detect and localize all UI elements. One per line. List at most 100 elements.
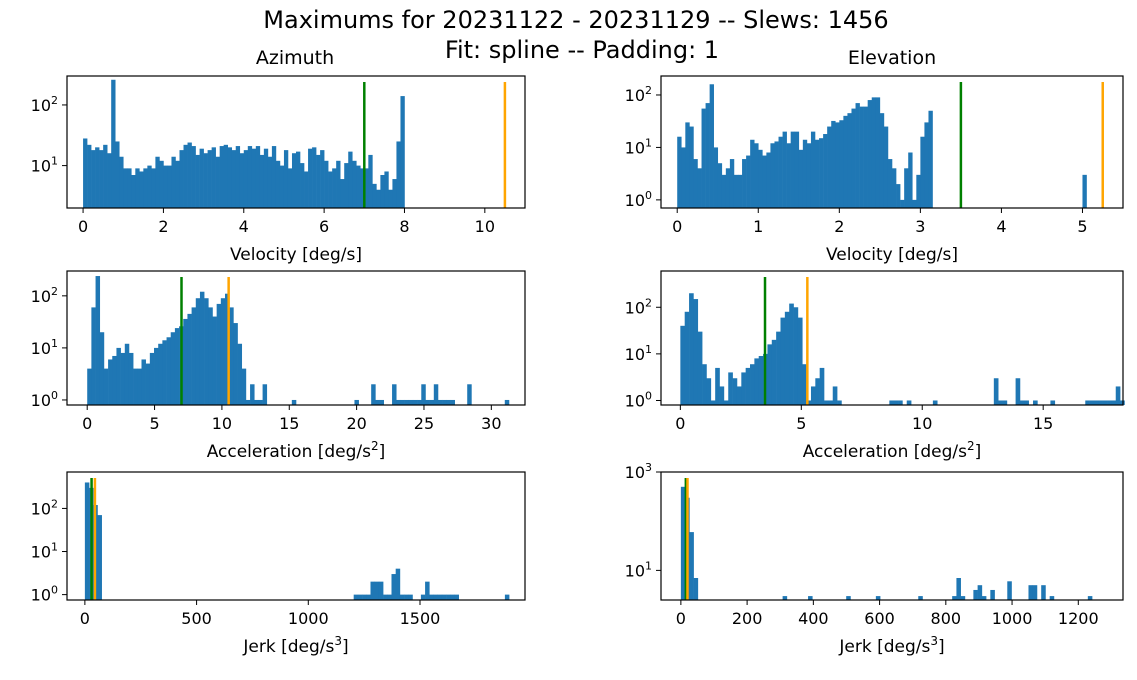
az-velocity-bar <box>223 144 228 208</box>
az-acceleration-bar <box>170 332 176 405</box>
el-velocity-bar <box>721 174 727 208</box>
az-jerk-xtick-label: 1000 <box>288 609 329 628</box>
el-jerk-bar <box>1087 596 1093 600</box>
el-velocity-bar <box>831 120 836 208</box>
az-velocity-bar <box>291 153 297 208</box>
el-acceleration-bar <box>1050 400 1056 405</box>
el-acceleration-bar <box>723 400 729 405</box>
el-acceleration-bar <box>932 400 938 405</box>
az-acceleration-xtick-label: 20 <box>346 414 366 433</box>
el-acceleration-bar <box>780 317 786 405</box>
az-acceleration-bar <box>183 318 188 405</box>
az-velocity-bar <box>388 189 393 208</box>
el-velocity-bar <box>685 122 690 208</box>
az-acceleration-bar <box>108 359 113 405</box>
el-acceleration-ytick-label: 101 <box>625 343 652 364</box>
el-jerk-xlabel: Jerk [deg/s3] <box>838 634 944 657</box>
el-acceleration-bar <box>750 364 755 405</box>
el-acceleration-bar <box>1102 400 1108 405</box>
az-acceleration-bar <box>412 399 418 405</box>
el-jerk-xtick-label: 1000 <box>992 609 1033 628</box>
el-acceleration-bar <box>1098 400 1103 405</box>
el-velocity-bar <box>920 136 925 208</box>
el-acceleration-bar <box>906 400 912 405</box>
el-acceleration-bar <box>998 400 1003 405</box>
az-acceleration-bar <box>254 399 259 405</box>
az-velocity-bar <box>195 154 200 208</box>
az-acceleration-bar <box>204 298 209 405</box>
el-velocity-bar <box>867 100 873 208</box>
el-velocity-bar <box>806 143 812 208</box>
az-velocity-bar <box>127 168 132 208</box>
el-jerk-xtick-label: 200 <box>732 609 763 628</box>
az-acceleration-xtick-label: 5 <box>149 414 159 433</box>
az-velocity-bar <box>283 150 289 208</box>
el-jerk-bar <box>846 596 851 600</box>
az-acceleration-ytick-label: 101 <box>31 337 58 358</box>
az-acceleration-bar <box>421 384 426 405</box>
az-acceleration-bar <box>229 307 234 405</box>
figure-title-line2: Fit: spline -- Padding: 1 <box>445 36 719 64</box>
el-acceleration-bar <box>889 400 894 405</box>
az-velocity-bar <box>143 168 148 208</box>
az-velocity-bar <box>111 79 116 209</box>
az-acceleration-bar <box>400 399 405 405</box>
az-jerk-bar <box>353 594 359 600</box>
el-velocity-xtick-label: 0 <box>672 217 682 236</box>
az-velocity-bar <box>103 144 108 208</box>
el-velocity-bar <box>810 131 816 208</box>
el-velocity-ytick-label: 100 <box>625 189 652 210</box>
el-velocity-bar <box>835 122 840 208</box>
az-velocity-bar <box>296 151 301 208</box>
az-acceleration-bar <box>450 399 455 405</box>
az-velocity-bar <box>171 156 176 208</box>
az-velocity-bar <box>380 175 385 208</box>
el-velocity-bar <box>770 143 775 208</box>
az-velocity-bar <box>159 160 164 208</box>
el-acceleration-bar <box>1089 400 1095 405</box>
az-velocity-bar <box>227 147 233 208</box>
az-acceleration-bar <box>220 298 226 405</box>
az-velocity-bar <box>123 168 128 208</box>
el-velocity-ytick-label: 101 <box>625 136 652 157</box>
az-velocity-bar <box>368 154 373 208</box>
az-acceleration-bar <box>354 399 359 405</box>
el-acceleration-bar <box>771 339 777 405</box>
el-acceleration-bar <box>754 358 760 405</box>
az-jerk-bar <box>97 515 102 600</box>
az-acceleration-bar <box>162 340 167 405</box>
el-velocity-bar <box>786 143 791 208</box>
el-velocity-bar <box>758 149 763 208</box>
az-acceleration-axes-frame <box>66 270 526 406</box>
az-velocity-bar <box>231 150 237 208</box>
el-acceleration-xtick-label: 10 <box>912 414 932 433</box>
az-velocity-bar <box>396 141 401 208</box>
az-jerk-bar <box>408 594 413 600</box>
el-acceleration-xtick-label: 0 <box>675 414 685 433</box>
az-jerk-bar <box>374 581 380 600</box>
el-jerk-bar <box>973 589 978 600</box>
az-velocity-bar <box>187 142 192 208</box>
el-acceleration-bar <box>832 386 838 405</box>
az-velocity-panel: 0 2 4 6 8 10 101 102 Velocity [deg/s] <box>31 75 526 265</box>
az-acceleration-bar <box>187 313 192 405</box>
el-acceleration-bar <box>736 386 742 405</box>
az-acceleration-bar <box>174 328 180 405</box>
az-acceleration-bar <box>425 399 430 405</box>
az-acceleration-bar <box>149 352 155 405</box>
azimuth-column-title: Azimuth <box>256 47 334 69</box>
el-jerk-bar <box>689 532 694 600</box>
az-jerk-bar <box>370 581 375 600</box>
az-velocity-bar <box>336 160 341 208</box>
az-velocity-bar <box>147 165 152 208</box>
az-acceleration-bar <box>166 337 172 405</box>
az-acceleration-bar <box>237 343 243 405</box>
el-velocity-bar <box>912 199 917 208</box>
az-acceleration-bar <box>212 316 217 405</box>
el-acceleration-bar <box>1019 400 1025 405</box>
az-velocity-xlabel: Velocity [deg/s] <box>230 245 362 265</box>
el-velocity-bar <box>855 103 860 208</box>
el-acceleration-bar <box>784 311 790 405</box>
el-jerk-bar <box>977 585 983 600</box>
el-velocity-bar <box>713 147 719 208</box>
